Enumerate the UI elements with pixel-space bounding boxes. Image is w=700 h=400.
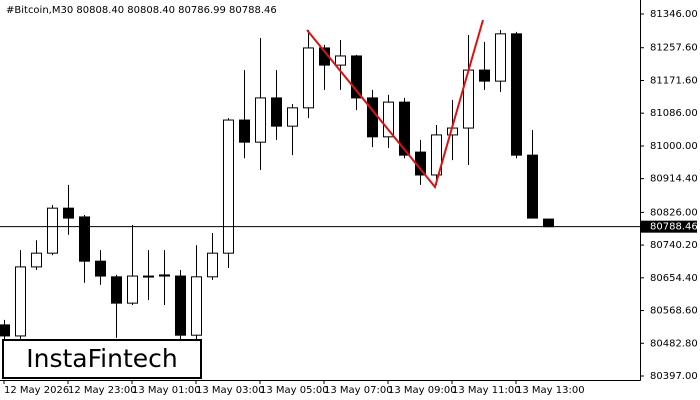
candle-body <box>511 33 522 156</box>
y-tick-label: 80654.40 <box>650 273 698 284</box>
x-tick-label: 13 May 07:00 <box>324 385 393 396</box>
x-tick-label: 13 May 13:00 <box>516 385 585 396</box>
candle-body <box>367 97 378 138</box>
candle-body <box>31 252 42 268</box>
candle-body <box>399 101 410 156</box>
candle-body <box>47 207 58 254</box>
y-tick-label: 80826.00 <box>650 207 698 218</box>
y-tick-label: 81086.00 <box>650 108 698 119</box>
candle-body <box>207 252 218 278</box>
candle-body <box>287 107 298 127</box>
candle-body <box>527 154 538 219</box>
y-tick-label: 80568.60 <box>650 306 698 317</box>
current-price-box <box>641 220 697 233</box>
logo-box <box>2 339 202 379</box>
candle-body <box>463 69 474 129</box>
candle-body <box>351 55 362 99</box>
candle-body <box>111 276 122 304</box>
candle-body <box>495 33 506 82</box>
chart-title: #Bitcoin,M30 80808.40 80808.40 80786.99 … <box>6 5 277 16</box>
candle-body <box>543 218 554 228</box>
x-tick-label: 12 May 23:00 <box>68 385 137 396</box>
candle-body <box>271 97 282 127</box>
candle-body <box>15 266 26 337</box>
candle-body <box>431 134 442 176</box>
y-tick-label: 80740.20 <box>650 240 698 251</box>
candle-body <box>0 324 10 337</box>
x-tick-label: 12 May 2026 <box>4 385 69 396</box>
x-tick-label: 13 May 11:00 <box>452 385 521 396</box>
x-tick-label: 13 May 05:00 <box>260 385 329 396</box>
candle-body <box>143 275 154 278</box>
candle-body <box>127 275 138 304</box>
candle-body <box>79 216 90 262</box>
x-tick-label: 13 May 01:00 <box>132 385 201 396</box>
y-tick-label: 81346.00 <box>650 9 698 20</box>
candle-body <box>239 119 250 143</box>
candle-body <box>255 97 266 143</box>
candle-body <box>159 274 170 277</box>
candle-body <box>95 260 106 277</box>
y-tick-label: 81171.60 <box>650 76 698 87</box>
x-tick-label: 13 May 09:00 <box>388 385 457 396</box>
double-top-pattern <box>306 19 484 190</box>
y-tick-label: 80482.80 <box>650 338 698 349</box>
candle-body <box>479 69 490 82</box>
candle-body <box>383 101 394 138</box>
y-tick-label: 81257.60 <box>650 43 698 54</box>
candle-body <box>303 47 314 109</box>
y-tick-label: 81000.00 <box>650 141 698 152</box>
logo: InstaFintech <box>26 344 178 373</box>
candle-body <box>191 276 202 336</box>
candle-body <box>175 275 186 336</box>
current-price-label: 80788.46 <box>650 222 698 233</box>
y-tick-label: 80914.40 <box>650 174 698 185</box>
candle-body <box>223 119 234 254</box>
candle-body <box>335 55 346 66</box>
candle-body <box>63 207 74 219</box>
plot <box>0 30 554 346</box>
y-tick-label: 80397.00 <box>650 371 698 382</box>
x-tick-label: 13 May 03:00 <box>196 385 265 396</box>
